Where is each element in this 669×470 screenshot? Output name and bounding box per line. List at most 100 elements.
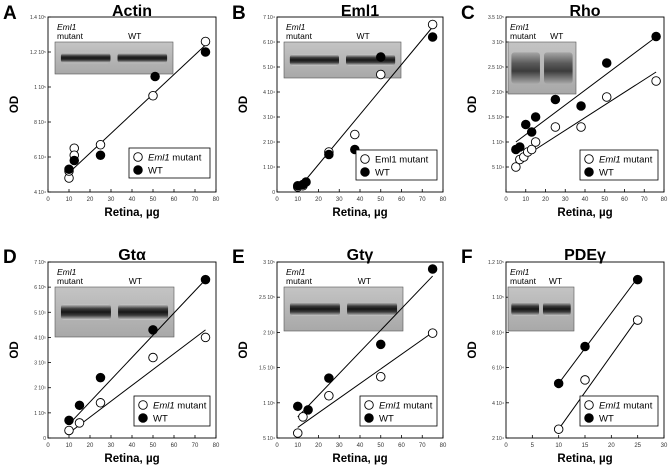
data-point-wt	[200, 274, 211, 285]
inset-label-mutant: mutant	[286, 31, 313, 41]
x-tick-label: 80	[213, 443, 220, 449]
legend-box	[355, 149, 438, 181]
x-tick-label: 70	[419, 443, 426, 449]
fit-line	[68, 44, 206, 174]
chart-title: Actin	[112, 3, 152, 20]
legend-marker	[360, 154, 370, 164]
y-tick-label: 1 10⁵	[492, 140, 504, 146]
data-point-mutant	[550, 122, 561, 132]
inset-label-mutant-name: Eml1	[57, 267, 77, 277]
x-tick-label: 10	[66, 443, 73, 449]
legend-box	[579, 395, 659, 427]
data-point-wt	[69, 155, 79, 166]
x-tick-label: 10	[294, 197, 301, 203]
y-tick-label: 7 10⁴	[263, 15, 275, 21]
x-tick-label: 20	[87, 197, 94, 203]
legend-label-italic: Eml1	[599, 401, 621, 412]
x-tick-label: 0	[46, 197, 50, 203]
x-tick-label: 20	[542, 197, 549, 203]
legend-label-text: WT	[599, 168, 614, 179]
y-axis-label: OD	[238, 341, 250, 358]
inset-label-wt: WT	[128, 31, 141, 41]
legend-label: Eml1 mutant	[153, 401, 207, 412]
data-point-wt	[580, 341, 590, 352]
data-point-mutant	[350, 129, 360, 140]
data-point-mutant	[324, 391, 334, 401]
panel-d: D Gtα 0 10 20 30 40 50 60 70 80 0 1 10⁵ 2 10⁵ 3 10⁵ 4 1…	[3, 247, 220, 465]
y-tick-label: 2 10⁴	[492, 436, 504, 442]
x-tick-label: 80	[440, 197, 447, 203]
x-tick-label: 80	[440, 443, 447, 449]
fit-line	[515, 36, 657, 143]
data-point-mutant	[95, 398, 106, 408]
data-point-wt	[301, 177, 311, 187]
x-tick-label: 70	[419, 197, 426, 203]
x-tick-label: 40	[357, 443, 364, 449]
x-axis-label: Retina, µg	[104, 207, 159, 219]
y-tick-label: 1.2 10⁵	[488, 260, 504, 266]
inset-label-wt: WT	[549, 276, 562, 286]
y-tick-label: 7 10⁵	[34, 260, 46, 266]
legend-label: WT	[148, 166, 163, 177]
panel-letter: E	[232, 247, 245, 268]
data-point-wt	[651, 31, 661, 42]
y-tick-label: 2 10⁵	[34, 386, 46, 392]
legend-label-italic: Eml1	[599, 155, 621, 166]
x-tick-label: 10	[555, 443, 562, 449]
x-tick-label: 60	[398, 443, 405, 449]
legend-label-text: WT	[153, 414, 168, 425]
legend-marker	[138, 400, 148, 410]
x-tick-label: 0	[504, 197, 508, 203]
data-point-wt	[293, 401, 303, 412]
legend-marker	[364, 413, 374, 423]
data-point-wt	[553, 378, 564, 389]
y-tick-label: 4 10⁴	[263, 90, 275, 96]
x-tick-label: 30	[108, 197, 115, 203]
blot-band-mutant	[511, 301, 540, 317]
legend-marker	[584, 400, 594, 410]
data-point-wt	[530, 112, 541, 122]
x-tick-label: 0	[504, 443, 508, 449]
inset-label-mutant-name: Eml1	[510, 267, 530, 277]
inset-label-wt: WT	[358, 276, 371, 286]
legend-label: WT	[375, 168, 390, 179]
y-tick-label: 1 10⁵	[34, 85, 46, 91]
legend-label: Eml1 mutant	[375, 155, 429, 166]
data-point-wt	[550, 94, 561, 105]
legend: Eml1 mutant WT	[579, 395, 659, 427]
x-tick-label: 0	[275, 443, 279, 449]
blot-band-wt	[347, 301, 398, 317]
x-tick-label: 50	[377, 443, 384, 449]
legend-marker	[584, 154, 594, 164]
legend-label-text: WT	[375, 168, 390, 179]
x-tick-label: 15	[582, 443, 589, 449]
x-tick-label: 60	[171, 443, 178, 449]
panel-letter: B	[232, 3, 246, 24]
y-axis-label: OD	[467, 341, 479, 358]
chart-title: Eml1	[341, 3, 379, 20]
legend: Eml1 mutant WT	[579, 149, 659, 181]
y-tick-label: 6 10⁵	[34, 285, 46, 291]
y-tick-label: 3 10⁴	[263, 115, 275, 121]
legend-marker	[584, 413, 594, 423]
legend: Eml1 mutant WT	[355, 149, 438, 181]
blot-band-mutant	[511, 52, 540, 84]
x-tick-label: 30	[108, 443, 115, 449]
panel-e: E Gtγ 0 10 20 30 40 50 60 70 80 5 10⁴ 1 10⁵ 1.5 10⁵ 2 …	[232, 247, 447, 465]
x-axis-label: Retina, µg	[104, 453, 159, 465]
data-point-wt	[74, 400, 85, 411]
fit-line	[297, 275, 433, 418]
y-tick-label: 5 10⁴	[263, 65, 275, 71]
x-axis-label: Retina, µg	[332, 453, 387, 465]
data-point-wt	[427, 264, 438, 274]
legend-marker	[584, 167, 594, 177]
legend: Eml1 mutant WT	[128, 147, 211, 179]
y-tick-label: 1 10⁵	[34, 411, 46, 417]
legend-label: WT	[153, 414, 168, 425]
y-tick-label: 1 10⁵	[492, 295, 504, 301]
legend-label-italic: Eml1	[153, 401, 175, 412]
y-tick-label: 4 10⁵	[34, 335, 46, 341]
legend-label: Eml1 mutant	[599, 401, 653, 412]
data-point-mutant	[148, 352, 158, 363]
